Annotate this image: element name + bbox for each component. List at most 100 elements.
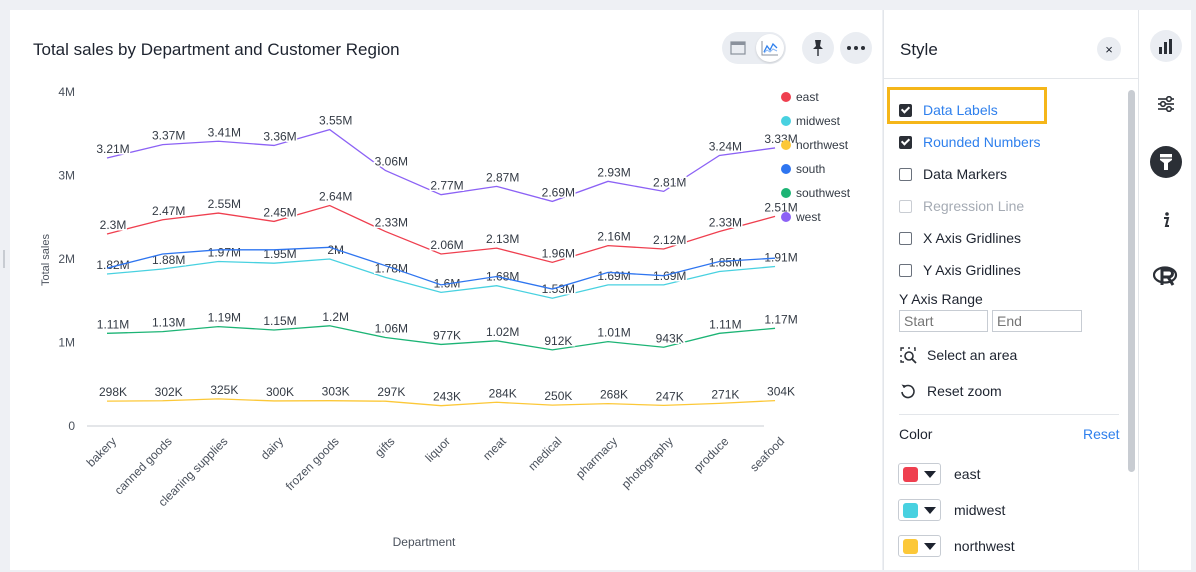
option-rounded-numbers[interactable]: Rounded Numbers [899, 131, 1041, 153]
series-line-south [106, 246, 776, 290]
data-label: 250K [544, 389, 572, 403]
data-label: 271K [711, 387, 739, 401]
legend-marker [781, 92, 791, 102]
data-label: 3.55M [319, 114, 352, 128]
x-axis-gridlines-checkbox[interactable] [899, 231, 912, 245]
reset-zoom-label: Reset zoom [927, 383, 1002, 399]
data-label: 2.06M [430, 238, 463, 252]
series-line-southwest [106, 325, 776, 351]
data-label: 1.2M [322, 310, 349, 324]
data-label: 1.88M [152, 253, 185, 267]
data-label: 2M [327, 243, 344, 257]
pin-icon [813, 40, 823, 56]
style-button[interactable] [1150, 146, 1182, 178]
color-picker-midwest[interactable] [898, 499, 941, 521]
x-tick-label: bakery [84, 434, 119, 469]
r-script-icon [1153, 266, 1178, 286]
y-axis-range-start-input[interactable] [899, 310, 988, 332]
data-label: 3.21M [96, 142, 129, 156]
data-label: 2.81M [653, 175, 686, 189]
color-reset-link[interactable]: Reset [1083, 426, 1120, 442]
data-label: 2.51M [764, 200, 797, 214]
data-labels-checkbox[interactable] [899, 103, 912, 117]
data-label: 2.33M [375, 215, 408, 229]
legend-marker [781, 212, 791, 222]
close-button[interactable]: × [1097, 37, 1121, 61]
color-swatch [903, 538, 918, 554]
option-data-markers[interactable]: Data Markers [899, 163, 1007, 185]
r-script-button[interactable] [1150, 260, 1182, 292]
legend-label: west [795, 210, 821, 224]
data-label: 2.93M [597, 165, 630, 179]
x-tick-label: dairy [258, 434, 286, 462]
option-x-axis-gridlines[interactable]: X Axis Gridlines [899, 227, 1021, 249]
data-label: 303K [322, 385, 350, 399]
legend-label: southwest [796, 186, 851, 200]
data-label: 1.15M [263, 314, 296, 328]
color-row-midwest: midwest [898, 498, 1005, 522]
series-line-west [106, 128, 776, 203]
select-area-button[interactable]: Select an area [899, 344, 1017, 366]
more-button[interactable] [840, 32, 872, 64]
resize-handle[interactable] [3, 250, 5, 268]
caret-down-icon [924, 506, 936, 514]
data-label: 1.13M [152, 316, 185, 330]
data-label: 3.33M [764, 132, 797, 146]
y-axis-range-end-input[interactable] [992, 310, 1082, 332]
data-label: 977K [433, 328, 461, 342]
paint-brush-icon [1160, 154, 1172, 170]
x-tick-label: gifts [372, 434, 397, 459]
section-divider [899, 414, 1119, 415]
x-tick-label: medical [525, 434, 564, 473]
color-series-name: east [954, 466, 981, 482]
pin-button[interactable] [802, 32, 834, 64]
data-label: 3.41M [208, 125, 241, 139]
data-labels-label: Data Labels [923, 102, 998, 118]
bar-chart-icon [1159, 39, 1172, 54]
reset-zoom-button[interactable]: Reset zoom [899, 380, 1002, 402]
view-toggle[interactable] [722, 32, 786, 64]
data-label: 302K [155, 385, 183, 399]
select-area-icon [900, 347, 917, 364]
info-icon [1164, 212, 1170, 227]
data-markers-checkbox[interactable] [899, 167, 912, 181]
caret-down-icon [924, 470, 936, 478]
color-row-east: east [898, 462, 980, 486]
panel-title: Style [900, 40, 938, 59]
data-label: 1.17M [764, 312, 797, 326]
option-y-axis-gridlines[interactable]: Y Axis Gridlines [899, 259, 1021, 281]
data-label: 1.96M [542, 246, 575, 260]
scrollbar[interactable] [1128, 90, 1135, 472]
y-tick-label: 0 [68, 419, 75, 433]
option-regression-line: Regression Line [899, 195, 1024, 217]
legend-marker [781, 140, 791, 150]
data-label: 2.87M [486, 170, 519, 184]
x-tick-label: meat [480, 434, 509, 463]
data-label: 268K [600, 388, 628, 402]
chart-type-button[interactable] [1150, 30, 1182, 62]
info-button[interactable] [1150, 204, 1182, 236]
data-label: 2.16M [597, 230, 630, 244]
data-label: 943K [656, 331, 684, 345]
y-tick-label: 3M [58, 169, 75, 183]
more-icon [847, 46, 865, 50]
option-data-labels[interactable]: Data Labels [899, 99, 998, 121]
data-label: 1.69M [597, 269, 630, 283]
table-view-button[interactable] [724, 34, 752, 62]
data-label: 297K [377, 385, 405, 399]
color-picker-east[interactable] [898, 463, 941, 485]
chart-title: Total sales by Department and Customer R… [33, 40, 400, 59]
settings-button[interactable] [1150, 88, 1182, 120]
data-label: 912K [544, 334, 572, 348]
data-label: 2.69M [542, 185, 575, 199]
data-label: 284K [489, 386, 517, 400]
highlight-box [887, 87, 1047, 124]
chart-view-button[interactable] [756, 34, 784, 62]
y-axis-gridlines-checkbox[interactable] [899, 263, 912, 277]
x-axis-gridlines-label: X Axis Gridlines [923, 230, 1022, 246]
rounded-numbers-checkbox[interactable] [899, 135, 912, 149]
data-label: 2.33M [709, 215, 742, 229]
color-picker-northwest[interactable] [898, 535, 941, 557]
select-area-label: Select an area [927, 347, 1018, 363]
